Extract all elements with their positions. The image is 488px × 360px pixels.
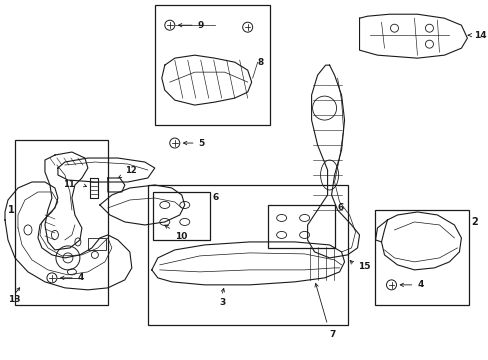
Bar [15, 140, 108, 305]
Text: 4: 4 [417, 280, 423, 289]
Text: 4: 4 [78, 273, 84, 282]
Bar [152, 192, 209, 240]
Text: 7: 7 [329, 330, 335, 339]
Text: 1: 1 [8, 205, 15, 215]
Text: 5: 5 [198, 139, 204, 148]
Text: 2: 2 [470, 217, 477, 227]
Text: 6: 6 [337, 203, 343, 212]
Text: 6: 6 [212, 193, 219, 202]
Text: 15: 15 [357, 262, 369, 271]
Bar [374, 210, 468, 305]
Text: 9: 9 [197, 21, 203, 30]
Bar [88, 238, 105, 250]
Text: 13: 13 [8, 295, 20, 304]
Text: 11: 11 [63, 180, 75, 189]
Text: 12: 12 [124, 166, 136, 175]
Bar [155, 5, 269, 125]
Text: 14: 14 [473, 31, 486, 40]
Text: 10: 10 [174, 232, 187, 241]
Text: 8: 8 [257, 58, 264, 67]
Bar [147, 185, 347, 325]
Text: 3: 3 [219, 298, 225, 307]
Bar [267, 205, 334, 248]
